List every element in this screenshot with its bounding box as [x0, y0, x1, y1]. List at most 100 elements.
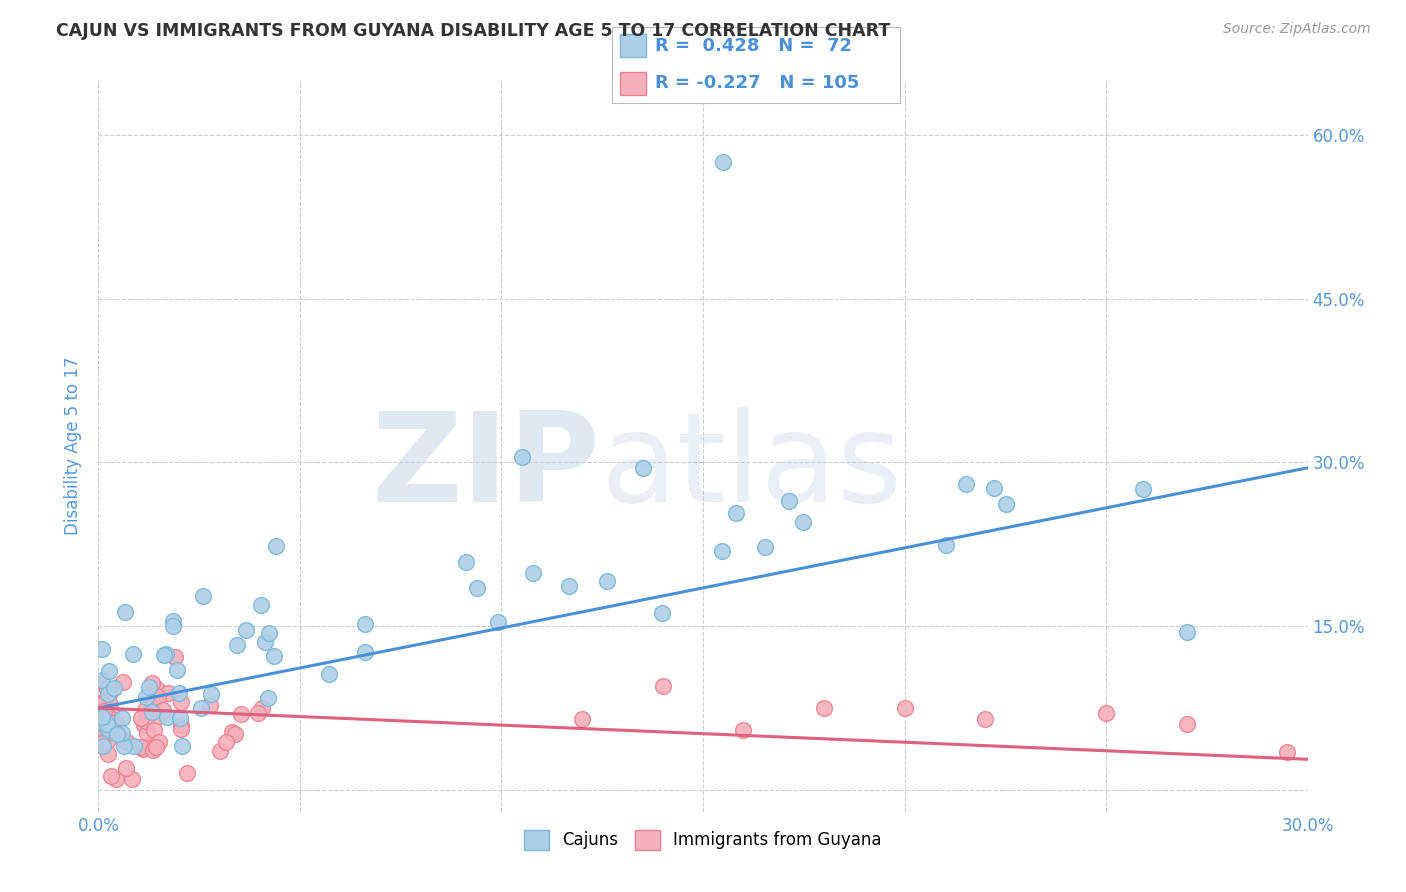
Point: [139, 738, 162, 752]
Point: [190, 701, 212, 715]
Point: [235, 623, 257, 637]
Point: [152, 703, 174, 717]
Point: [132, 718, 155, 732]
Point: [96, 712, 118, 726]
Point: [778, 493, 800, 508]
Point: [117, 734, 139, 748]
Point: [224, 727, 246, 741]
Point: [200, 687, 222, 701]
Point: [94, 722, 117, 736]
Text: R = -0.227   N = 105: R = -0.227 N = 105: [655, 74, 859, 92]
Point: [221, 724, 243, 739]
Point: [91, 642, 114, 657]
Point: [138, 680, 160, 694]
Point: [263, 649, 285, 664]
Point: [1095, 706, 1118, 721]
Point: [172, 739, 194, 754]
Text: R =  0.428   N =  72: R = 0.428 N = 72: [655, 37, 852, 55]
Point: [91, 673, 114, 687]
Point: [97, 732, 120, 747]
Point: [111, 726, 134, 740]
Point: [122, 739, 145, 754]
Point: [98, 713, 121, 727]
Point: [353, 645, 375, 659]
Point: [558, 578, 581, 592]
Point: [522, 566, 544, 580]
Point: [129, 711, 152, 725]
Point: [105, 717, 128, 731]
Point: [170, 718, 193, 732]
Point: [96, 708, 118, 723]
Point: [135, 690, 157, 704]
Point: [135, 714, 157, 729]
Point: [112, 732, 135, 747]
Point: [166, 663, 188, 677]
Point: [256, 690, 278, 705]
Point: [103, 681, 125, 695]
FancyBboxPatch shape: [620, 34, 647, 57]
Point: [198, 698, 221, 713]
Point: [141, 675, 163, 690]
FancyBboxPatch shape: [620, 72, 647, 95]
Point: [155, 647, 177, 661]
Point: [132, 741, 155, 756]
Point: [1132, 482, 1154, 496]
Point: [191, 589, 214, 603]
Point: [97, 722, 120, 736]
Point: [96, 716, 118, 731]
Point: [145, 739, 167, 754]
Point: [112, 675, 135, 690]
Point: [1175, 624, 1198, 639]
Point: [91, 694, 114, 708]
Point: [91, 734, 114, 748]
Point: [711, 155, 734, 169]
Point: [122, 647, 145, 661]
Point: [129, 740, 152, 755]
Point: [112, 739, 135, 754]
Point: [229, 706, 252, 721]
Point: [169, 686, 191, 700]
Point: [135, 725, 157, 739]
Point: [250, 701, 273, 715]
Point: [1277, 745, 1299, 759]
Point: [97, 687, 120, 701]
Point: [170, 695, 193, 709]
Point: [97, 695, 120, 709]
Point: [93, 704, 115, 718]
Point: [114, 605, 136, 619]
Y-axis label: Disability Age 5 to 17: Disability Age 5 to 17: [65, 357, 83, 535]
Point: [995, 497, 1018, 511]
Point: [651, 679, 673, 693]
Point: [754, 540, 776, 554]
Point: [250, 599, 273, 613]
Point: [91, 709, 114, 723]
Point: [91, 697, 114, 711]
Text: atlas: atlas: [600, 408, 903, 528]
Point: [1175, 717, 1198, 731]
Point: [893, 701, 915, 715]
Point: [142, 693, 165, 707]
Point: [143, 723, 166, 738]
Point: [792, 515, 814, 529]
Point: [91, 723, 114, 737]
Point: [974, 712, 997, 726]
Point: [162, 619, 184, 633]
Point: [105, 727, 128, 741]
Point: [165, 650, 187, 665]
Legend: Cajuns, Immigrants from Guyana: Cajuns, Immigrants from Guyana: [516, 822, 890, 858]
Point: [97, 747, 120, 762]
Point: [100, 704, 122, 718]
Point: [354, 616, 377, 631]
Point: [91, 736, 114, 750]
Point: [257, 626, 280, 640]
Point: [142, 743, 165, 757]
Point: [454, 555, 477, 569]
Point: [225, 638, 247, 652]
Point: [209, 744, 232, 758]
Point: [100, 768, 122, 782]
Point: [111, 710, 134, 724]
Point: [146, 690, 169, 704]
Point: [152, 648, 174, 663]
Point: [596, 574, 619, 588]
Point: [134, 703, 156, 717]
